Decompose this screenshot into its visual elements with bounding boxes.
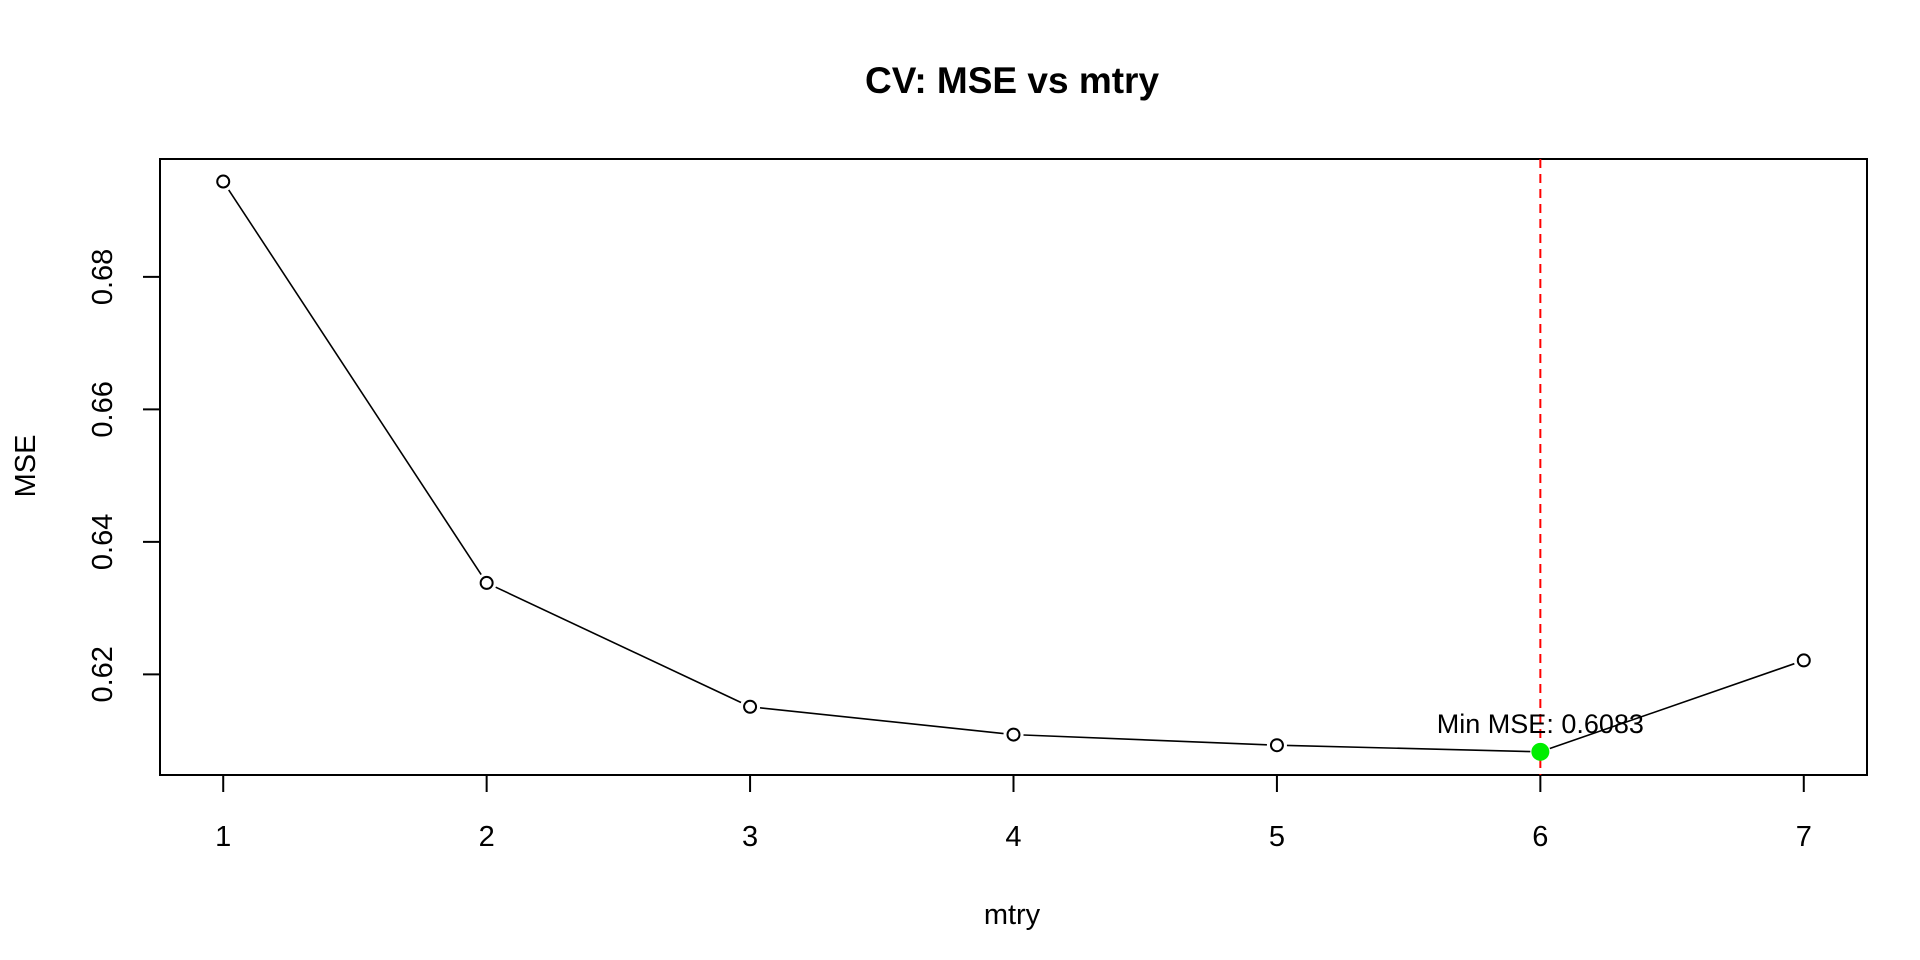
data-point [743,699,758,714]
series-line-segment [759,707,1004,735]
data-point [1796,653,1811,668]
x-tick-label: 2 [479,821,495,853]
x-tick-label: 7 [1796,821,1812,853]
data-point [1006,727,1021,742]
series-line-segment [1549,662,1795,750]
x-tick-label: 4 [1005,821,1021,853]
x-tick-label: 5 [1269,821,1285,853]
data-point [1269,738,1284,753]
min-mse-annotation: Min MSE: 0.6083 [1437,709,1644,739]
y-tick-label: 0.66 [87,381,119,437]
series-line-segment [1286,744,1531,753]
x-tick-label: 3 [742,821,758,853]
y-tick-label: 0.62 [87,646,119,702]
y-tick-label: 0.64 [87,514,119,570]
y-tick-label: 0.68 [87,249,119,305]
series-line-segment [1023,734,1267,746]
data-point [216,174,231,189]
x-axis-label: mtry [984,899,1041,931]
plot-frame [159,158,1868,776]
series-line-segment [228,189,482,575]
x-tick-label: 6 [1532,821,1548,853]
min-mse-point [1531,742,1550,761]
data-point [479,575,494,590]
y-axis-label: MSE [10,435,42,498]
x-tick-label: 1 [215,821,231,853]
series-line-segment [495,586,742,704]
chart-title: CV: MSE vs mtry [865,60,1159,101]
